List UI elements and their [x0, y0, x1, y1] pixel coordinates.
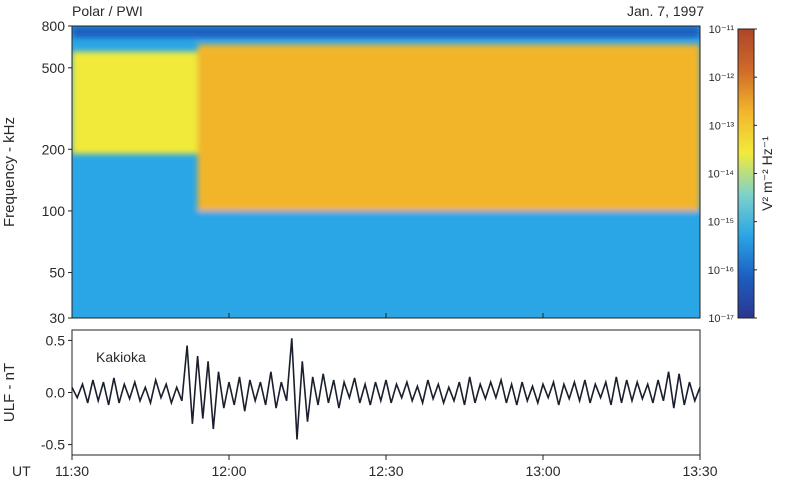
colorbar-tick-label: 10⁻¹⁷ — [708, 313, 734, 325]
time-tick-label: 12:30 — [368, 463, 403, 479]
colorbar-tick-label: 10⁻¹³ — [709, 120, 735, 132]
frequency-axis: 800 500 200 100 50 30 — [42, 18, 72, 326]
colorbar-tick-label: 10⁻¹² — [709, 72, 735, 84]
colorbar-tick-label: 10⁻¹⁵ — [708, 217, 734, 229]
frequency-tick-label: 800 — [42, 18, 66, 34]
frequency-tick-label: 100 — [42, 203, 66, 219]
frequency-tick-label: 500 — [42, 60, 66, 76]
ulf-tick-label: 0.5 — [46, 332, 66, 348]
spectrogram-region — [72, 210, 700, 318]
station-annotation: Kakioka — [96, 349, 146, 365]
frequency-tick-label: 200 — [42, 141, 66, 157]
ulf-trace — [71, 338, 701, 440]
time-tick-label: 12:00 — [211, 463, 246, 479]
spectrogram-panel — [71, 25, 701, 319]
spectrogram-region — [72, 26, 700, 38]
time-axis-label: UT — [12, 463, 31, 479]
time-axis: 11:30 12:00 12:30 13:00 13:30 — [55, 313, 718, 479]
instrument-label: Polar / PWI — [72, 3, 143, 19]
colorbar: 10⁻¹¹ 10⁻¹² 10⁻¹³ 10⁻¹⁴ 10⁻¹⁵ 10⁻¹⁶ 10⁻¹⁷ V² m… — [708, 24, 775, 325]
ulf-tick-label: -0.5 — [41, 437, 65, 453]
colorbar-tick-label: 10⁻¹⁴ — [708, 169, 735, 181]
frequency-tick-label: 30 — [49, 310, 65, 326]
colorbar-label: V² m⁻² Hz⁻¹ — [759, 136, 775, 211]
ulf-panel: Kakioka — [71, 329, 701, 456]
time-tick-label: 13:30 — [682, 463, 717, 479]
ulf-tick-label: 0.0 — [46, 385, 66, 401]
colorbar-tick-label: 10⁻¹¹ — [709, 24, 735, 36]
time-tick-label: 13:00 — [525, 463, 560, 479]
ulf-frame — [71, 329, 701, 456]
frequency-axis-label: Frequency - kHz — [1, 117, 18, 227]
date-label: Jan. 7, 1997 — [626, 3, 704, 19]
colorbar-scale — [737, 28, 755, 319]
frequency-tick-label: 50 — [49, 265, 65, 281]
colorbar-tick-label: 10⁻¹⁶ — [708, 265, 734, 277]
spectrogram-region — [72, 51, 198, 154]
ulf-axis: 0.5 0.0 -0.5 — [41, 332, 72, 453]
spectrogram-region — [197, 44, 700, 211]
ulf-axis-label: ULF - nT — [1, 363, 18, 422]
time-tick-label: 11:30 — [55, 463, 89, 479]
